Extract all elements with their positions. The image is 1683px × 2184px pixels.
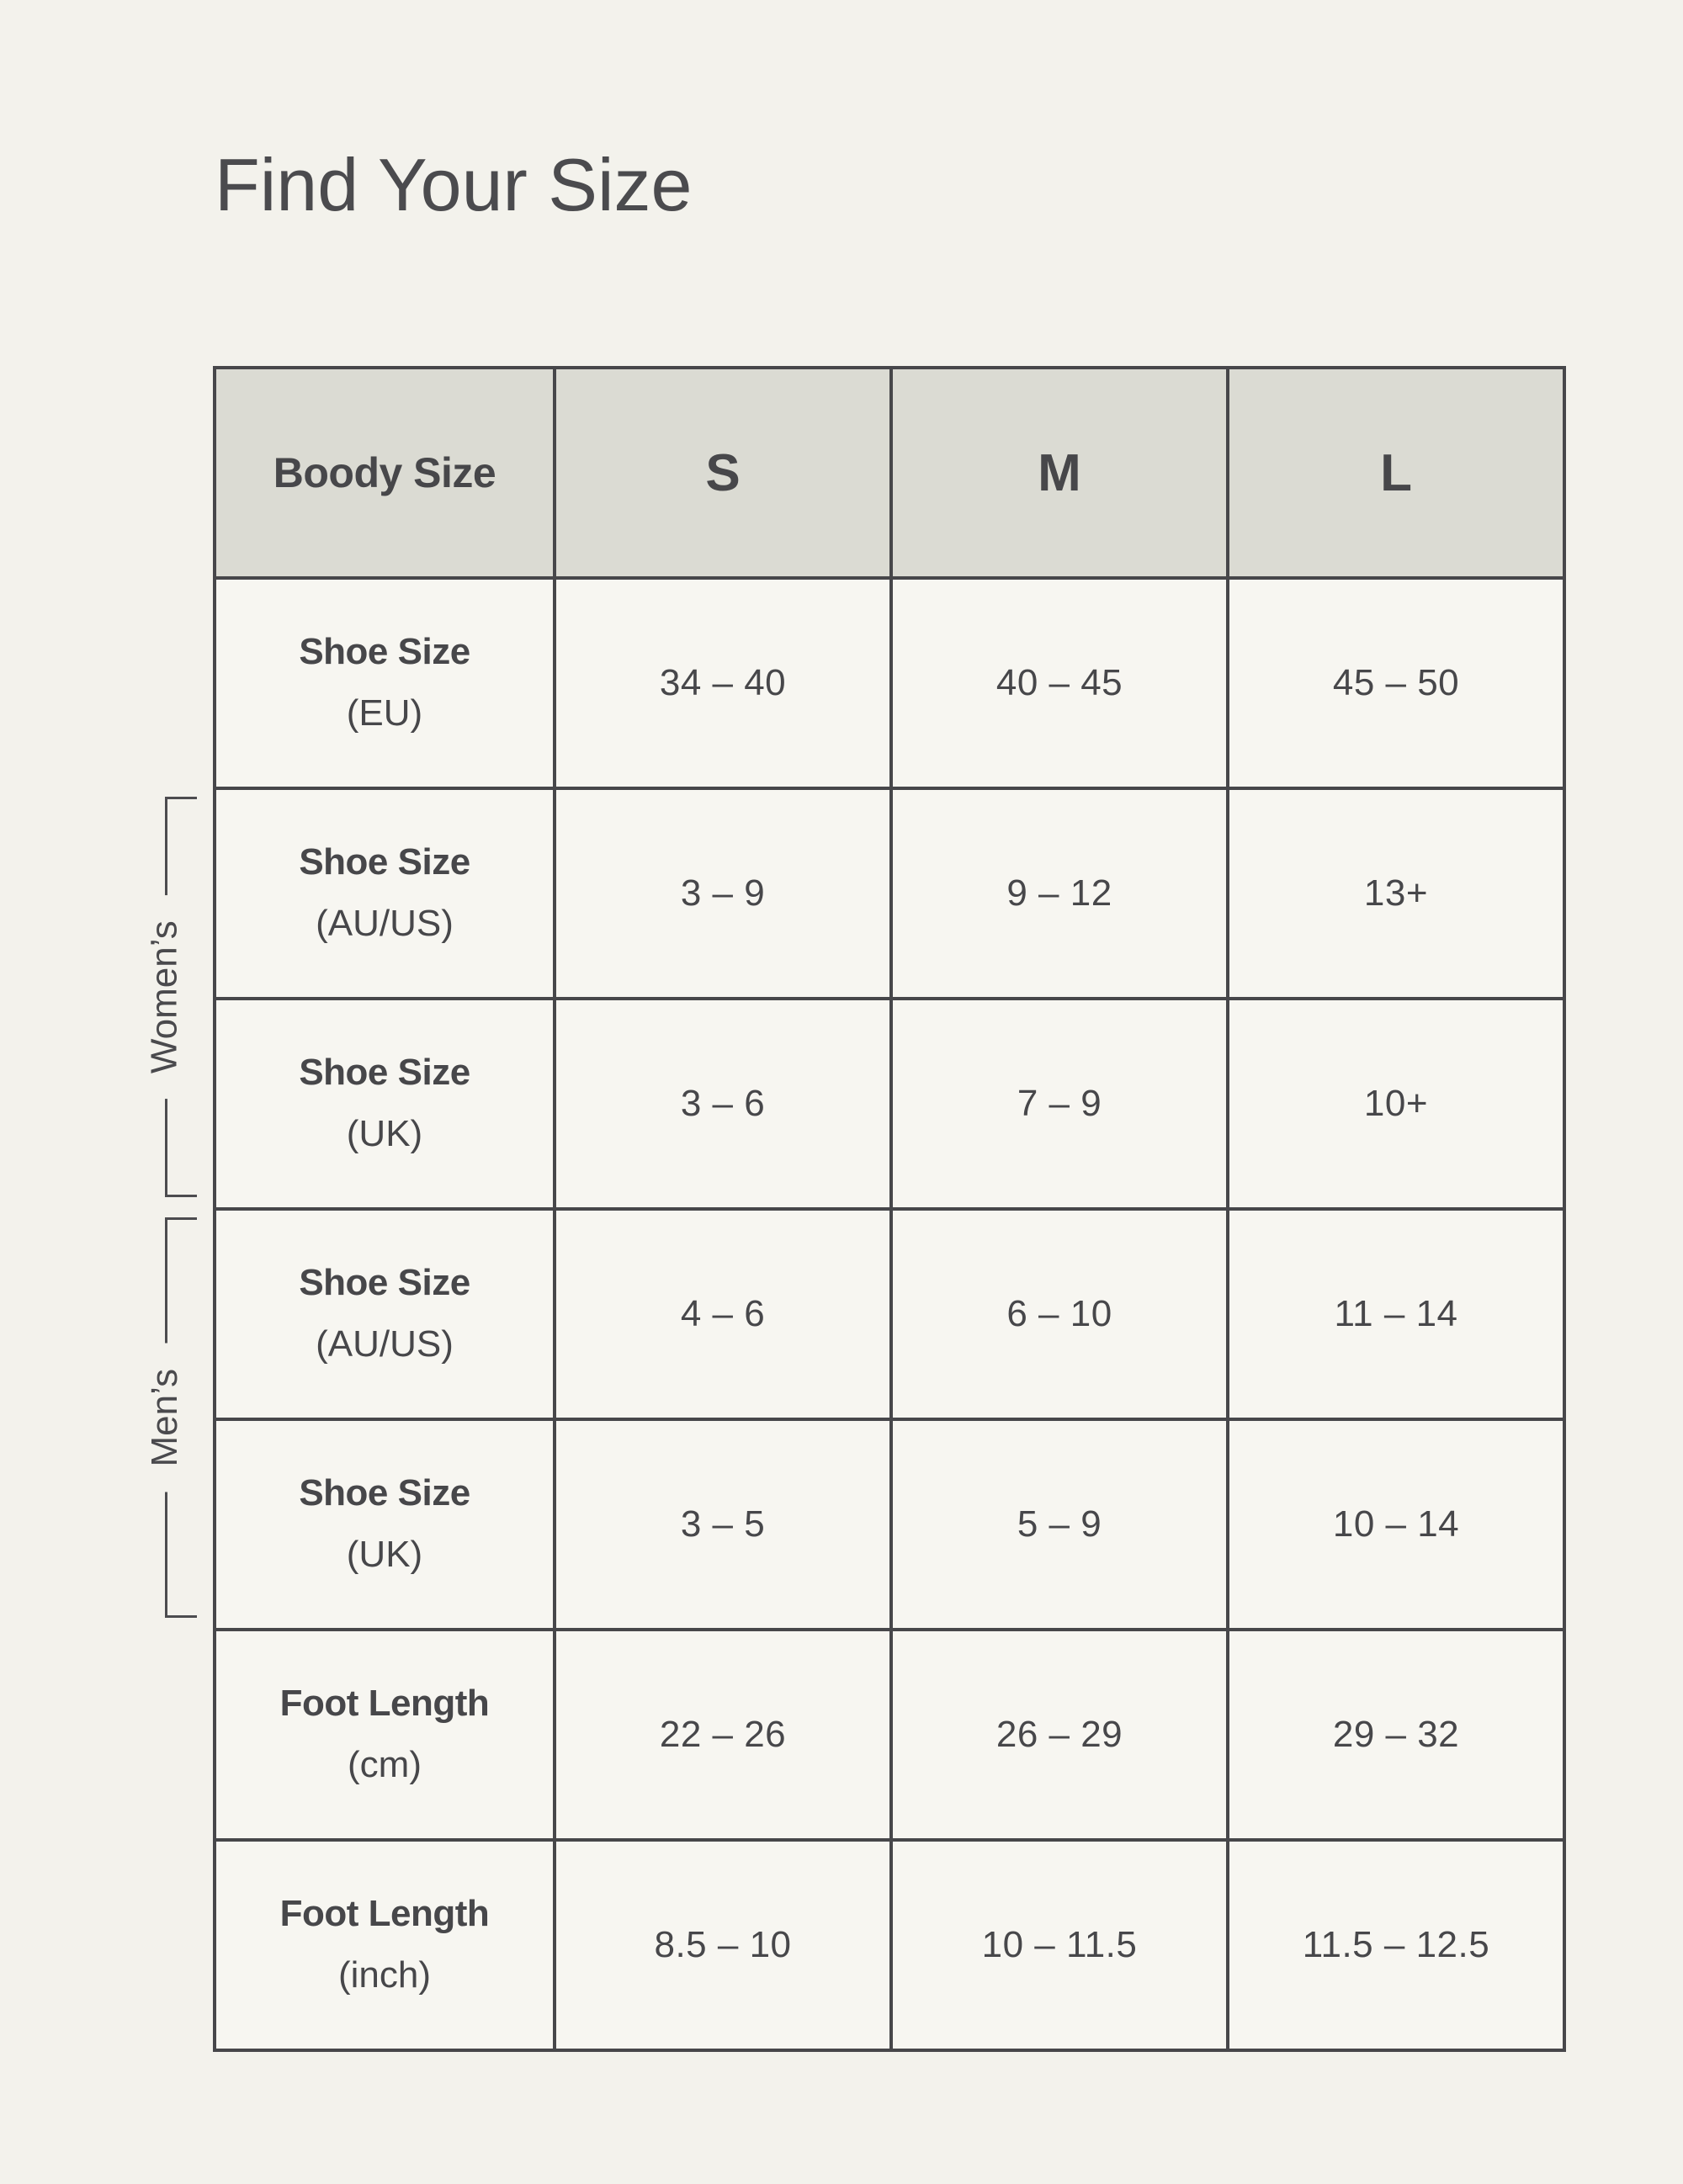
value-text: 10+ — [1363, 1083, 1429, 1124]
womens-group-label: Women’s — [141, 895, 189, 1099]
row-label-cell-womens-shoe-size-auus: Shoe Size (AU/US) — [216, 790, 553, 997]
value-text: 11 – 14 — [1334, 1293, 1458, 1334]
value-cell: 40 – 45 — [893, 580, 1226, 787]
value-text: 13+ — [1363, 872, 1429, 914]
header-size-s: S — [556, 369, 889, 576]
value-cell: 5 – 9 — [893, 1421, 1226, 1628]
value-cell: 11.5 – 12.5 — [1229, 1842, 1563, 2049]
value-text: 11.5 – 12.5 — [1302, 1924, 1490, 1965]
row-label-cell-womens-shoe-size-uk: Shoe Size (UK) — [216, 1000, 553, 1207]
value-cell: 10 – 11.5 — [893, 1842, 1226, 2049]
value-cell: 10+ — [1229, 1000, 1563, 1207]
value-text: 7 – 9 — [1017, 1083, 1102, 1124]
value-text: 6 – 10 — [1006, 1293, 1112, 1334]
row-label-main: Foot Length — [279, 1893, 490, 1935]
header-corner-cell: Boody Size — [216, 369, 553, 576]
row-label-cell-foot-length-cm: Foot Length (cm) — [216, 1631, 553, 1838]
row-label-sub: (AU/US) — [316, 903, 454, 944]
value-cell: 26 – 29 — [893, 1631, 1226, 1838]
value-cell: 13+ — [1229, 790, 1563, 997]
value-text: 29 – 32 — [1332, 1714, 1460, 1755]
row-label-main: Foot Length — [279, 1683, 490, 1725]
value-cell: 6 – 10 — [893, 1211, 1226, 1418]
value-text: 9 – 12 — [1006, 872, 1112, 914]
value-text: 3 – 5 — [680, 1503, 766, 1545]
value-text: 40 – 45 — [995, 662, 1123, 703]
value-text: 45 – 50 — [1332, 662, 1460, 703]
row-label-sub: (EU) — [346, 692, 423, 734]
header-size-l: L — [1229, 369, 1563, 576]
mens-group-label: Men’s — [141, 1343, 189, 1492]
row-label-cell-mens-shoe-size-auus: Shoe Size (AU/US) — [216, 1211, 553, 1418]
header-corner-label: Boody Size — [273, 449, 496, 496]
value-cell: 7 – 9 — [893, 1000, 1226, 1207]
row-label-main: Shoe Size — [299, 841, 470, 883]
size-chart-table: Boody Size S M L Shoe Size (EU) 34 – 40 … — [213, 366, 1566, 2052]
header-size-m: M — [893, 369, 1226, 576]
row-label-sub: (UK) — [346, 1534, 423, 1575]
row-label-main: Shoe Size — [299, 1472, 470, 1514]
value-cell: 22 – 26 — [556, 1631, 889, 1838]
row-label-cell-shoe-size-eu: Shoe Size (EU) — [216, 580, 553, 787]
row-label-sub: (UK) — [346, 1113, 423, 1154]
value-cell: 29 – 32 — [1229, 1631, 1563, 1838]
womens-group-label-wrap: Women’s — [114, 797, 215, 1197]
row-label-sub: (AU/US) — [316, 1323, 454, 1365]
value-text: 34 – 40 — [659, 662, 787, 703]
value-cell: 3 – 5 — [556, 1421, 889, 1628]
value-text: 26 – 29 — [995, 1714, 1123, 1755]
mens-group-label-wrap: Men’s — [114, 1217, 215, 1618]
row-label-main: Shoe Size — [299, 631, 470, 673]
value-text: 8.5 – 10 — [654, 1924, 792, 1965]
value-cell: 8.5 – 10 — [556, 1842, 889, 2049]
value-text: 5 – 9 — [1017, 1503, 1102, 1545]
size-l-label: L — [1380, 443, 1412, 502]
value-text: 10 – 11.5 — [981, 1924, 1138, 1965]
value-cell: 9 – 12 — [893, 790, 1226, 997]
value-cell: 3 – 6 — [556, 1000, 889, 1207]
value-cell: 10 – 14 — [1229, 1421, 1563, 1628]
value-text: 4 – 6 — [680, 1293, 766, 1334]
page-title: Find Your Size — [215, 143, 693, 226]
row-label-main: Shoe Size — [299, 1262, 470, 1304]
size-m-label: M — [1038, 443, 1081, 502]
row-label-sub: (inch) — [337, 1954, 432, 1996]
value-text: 3 – 6 — [680, 1083, 766, 1124]
value-text: 3 – 9 — [680, 872, 766, 914]
value-cell: 45 – 50 — [1229, 580, 1563, 787]
value-cell: 4 – 6 — [556, 1211, 889, 1418]
size-s-label: S — [705, 443, 741, 502]
value-text: 22 – 26 — [659, 1714, 787, 1755]
value-cell: 34 – 40 — [556, 580, 889, 787]
row-label-sub: (cm) — [348, 1744, 422, 1785]
row-label-cell-foot-length-inch: Foot Length (inch) — [216, 1842, 553, 2049]
value-cell: 3 – 9 — [556, 790, 889, 997]
row-label-cell-mens-shoe-size-uk: Shoe Size (UK) — [216, 1421, 553, 1628]
value-cell: 11 – 14 — [1229, 1211, 1563, 1418]
value-text: 10 – 14 — [1332, 1503, 1460, 1545]
row-label-main: Shoe Size — [299, 1052, 470, 1094]
